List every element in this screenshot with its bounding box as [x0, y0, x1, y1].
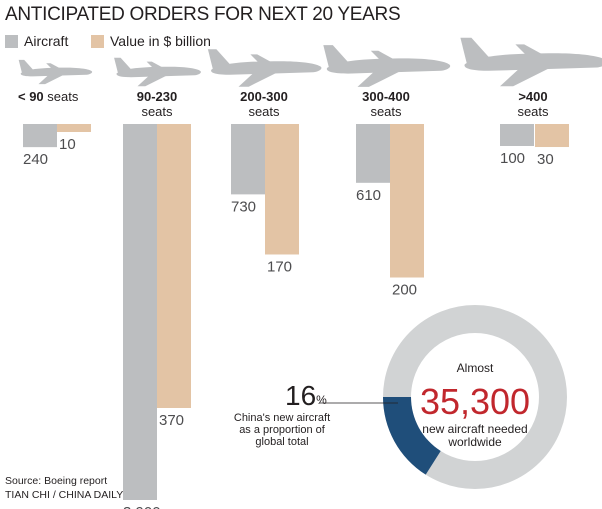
bar-aircraft	[123, 124, 157, 500]
category-sublabel: seats	[370, 104, 402, 119]
legend-swatch-aircraft	[5, 34, 18, 48]
bar-aircraft	[231, 124, 265, 195]
credit-line: TIAN CHI / CHINA DAILY	[5, 489, 124, 501]
category-sublabel: seats	[517, 104, 549, 119]
airplane-tail	[460, 37, 492, 65]
data-label-value: 30	[537, 151, 554, 168]
source-note: Source: Boeing report	[5, 475, 108, 487]
airplane-icon-2	[207, 49, 322, 87]
airplane-tail	[18, 59, 35, 74]
category-label: 200-300	[240, 89, 288, 104]
legend-label-aircraft: Aircraft	[24, 33, 69, 49]
airplane-far-wing	[370, 50, 400, 63]
bar-value	[57, 124, 91, 132]
airplane-icon-4	[460, 37, 602, 87]
airplane-far-wing	[46, 63, 63, 70]
airplane-wing	[137, 72, 172, 87]
airplane-fuselage	[116, 66, 201, 78]
bar-aircraft	[23, 124, 57, 148]
share-caption-line: as a proportion of	[239, 424, 326, 436]
airplane-wing	[38, 72, 68, 85]
data-label-aircraft: 3,900	[123, 504, 161, 509]
data-label-value: 10	[59, 136, 76, 153]
data-label-aircraft: 240	[23, 151, 48, 168]
data-label-aircraft: 100	[500, 150, 525, 167]
category-label: 300-400	[362, 89, 410, 104]
legend-swatch-value	[91, 34, 104, 48]
bar-value	[157, 124, 191, 408]
data-label-value: 370	[159, 412, 184, 429]
bar-value	[265, 124, 299, 255]
airplane-tail	[323, 45, 350, 68]
share-caption-line: global total	[255, 436, 308, 448]
total-caption-line: worldwide	[447, 435, 502, 449]
airplane-fuselage	[20, 67, 93, 77]
legend-item-aircraft: Aircraft	[5, 33, 68, 49]
bar-aircraft	[500, 124, 534, 146]
share-percent: 16%	[285, 380, 327, 411]
donut-highlight-segment	[383, 397, 441, 475]
airplane-far-wing	[250, 54, 276, 65]
category-sublabel: seats	[141, 104, 173, 119]
almost-label: Almost	[457, 361, 494, 375]
legend-item-value: Value in $ billion	[91, 33, 211, 49]
airplane-far-wing	[146, 61, 167, 70]
airplane-far-wing	[515, 44, 549, 58]
category-sublabel: seats	[248, 104, 280, 119]
total-aircraft-value: 35,300	[420, 381, 530, 422]
category-label: 90-230	[137, 89, 177, 104]
bar-value	[390, 124, 424, 278]
share-caption-line: China's new aircraft	[234, 412, 330, 424]
bar-aircraft	[356, 124, 390, 183]
airplane-icon-3	[323, 45, 451, 87]
airplane-icon-1	[114, 57, 201, 87]
data-label-value: 200	[392, 282, 417, 299]
airplane-wing	[357, 66, 407, 87]
category-label: < 90 seats	[18, 89, 79, 104]
airplane-icon-0	[18, 59, 93, 85]
category-label: >400	[518, 89, 547, 104]
total-caption-line: new aircraft needed	[422, 422, 527, 436]
data-label-aircraft: 730	[231, 198, 256, 215]
data-label-aircraft: 610	[356, 187, 381, 204]
airplane-fuselage	[464, 53, 602, 71]
airplane-wing	[500, 62, 558, 87]
chart-title: ANTICIPATED ORDERS FOR NEXT 20 YEARS	[5, 4, 401, 25]
legend-label-value: Value in $ billion	[110, 33, 211, 49]
airplane-tail	[207, 49, 232, 70]
airplane-fuselage	[211, 61, 322, 75]
bar-value	[535, 124, 569, 148]
airplane-tail	[114, 57, 133, 74]
airplane-wing	[238, 68, 283, 87]
data-label-value: 170	[267, 258, 292, 275]
airplane-fuselage	[326, 58, 451, 74]
